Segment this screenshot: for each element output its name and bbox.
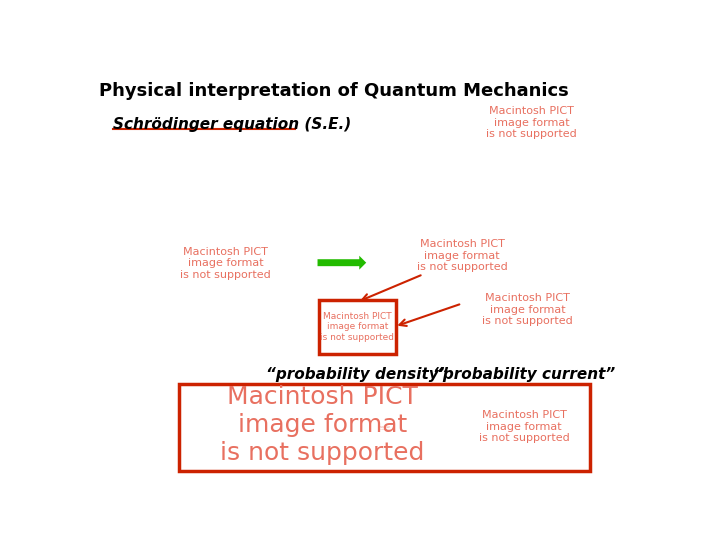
Bar xyxy=(179,384,590,470)
Text: Macintosh PICT
image format
is not supported: Macintosh PICT image format is not suppo… xyxy=(180,247,271,280)
Text: Macintosh PICT
image format
is not supported: Macintosh PICT image format is not suppo… xyxy=(487,106,577,139)
Bar xyxy=(319,300,396,354)
Text: Schrödinger equation (S.E.): Schrödinger equation (S.E.) xyxy=(113,117,351,132)
Text: Macintosh PICT
image format
is not supported: Macintosh PICT image format is not suppo… xyxy=(379,426,390,430)
Text: Macintosh PICT
image format
is not supported: Macintosh PICT image format is not suppo… xyxy=(482,293,573,326)
Text: “probability current”: “probability current” xyxy=(433,367,615,382)
Text: Physical interpretation of Quantum Mechanics: Physical interpretation of Quantum Mecha… xyxy=(99,82,569,100)
Text: Macintosh PICT
image format
is not supported: Macintosh PICT image format is not suppo… xyxy=(220,386,425,465)
Text: Macintosh PICT
image format
is not supported: Macintosh PICT image format is not suppo… xyxy=(479,410,570,443)
Text: Macintosh PICT
image format
is not supported: Macintosh PICT image format is not suppo… xyxy=(417,239,508,272)
Text: Macintosh PICT
image format
is not supported: Macintosh PICT image format is not suppo… xyxy=(320,312,395,341)
Text: “probability density”: “probability density” xyxy=(266,367,449,382)
